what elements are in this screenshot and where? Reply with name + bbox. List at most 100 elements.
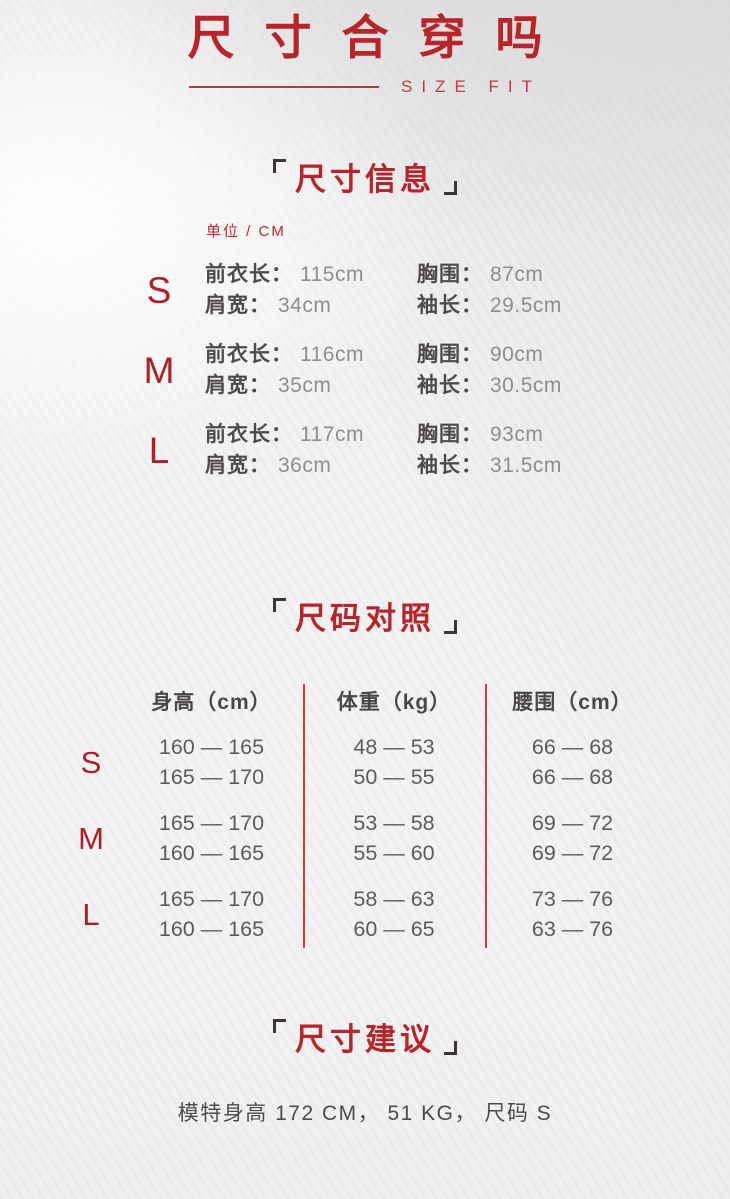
measure-line: 前衣长： 117cm bbox=[205, 419, 400, 450]
range-value: 48 — 53 bbox=[353, 735, 435, 760]
size-chart-row-l: L 165 — 170 160 — 165 58 — 63 60 — 65 73… bbox=[62, 884, 662, 944]
measure-column: 前衣长： 115cm 肩宽： 34cm bbox=[205, 259, 400, 321]
measure-label: 前衣长： bbox=[205, 423, 293, 447]
corner-bracket-open-icon bbox=[273, 597, 286, 612]
measure-line: 袖长： 31.5cm bbox=[417, 450, 562, 481]
page-subtitle: SIZE FIT bbox=[401, 77, 541, 97]
measure-value: 34cm bbox=[278, 294, 332, 318]
measure-column: 胸围： 90cm 袖长： 30.5cm bbox=[417, 339, 562, 401]
column-header-weight: 体重（kg） bbox=[336, 691, 452, 715]
measure-line: 袖长： 30.5cm bbox=[417, 370, 562, 401]
measure-label: 胸围： bbox=[417, 423, 483, 447]
measure-column: 胸围： 93cm 袖长： 31.5cm bbox=[417, 419, 562, 481]
measure-line: 前衣长： 116cm bbox=[205, 339, 400, 370]
height-range-cell: 165 — 170 160 — 165 bbox=[120, 808, 303, 868]
range-value: 160 — 165 bbox=[158, 917, 265, 942]
measure-line: 胸围： 87cm bbox=[417, 259, 562, 290]
height-range-cell: 165 — 170 160 — 165 bbox=[120, 884, 303, 944]
size-label: M bbox=[78, 820, 104, 856]
range-value: 50 — 55 bbox=[353, 765, 435, 790]
measure-line: 前衣长： 115cm bbox=[205, 259, 400, 290]
size-info-rows: S 前衣长： 115cm 肩宽： 34cm 胸围： 87cm bbox=[0, 259, 730, 481]
measure-label: 胸围： bbox=[417, 343, 483, 367]
size-label: L bbox=[148, 429, 170, 471]
size-chart-row-m: M 165 — 170 160 — 165 53 — 58 55 — 60 69… bbox=[62, 808, 662, 868]
measure-value: 116cm bbox=[300, 343, 364, 367]
measure-value: 93cm bbox=[490, 423, 544, 447]
title-subrow: SIZE FIT bbox=[189, 77, 541, 97]
size-label: L bbox=[82, 896, 100, 932]
range-value: 66 — 68 bbox=[531, 765, 614, 790]
waist-range-cell: 69 — 72 69 — 72 bbox=[485, 808, 660, 868]
range-value: 165 — 170 bbox=[158, 811, 265, 836]
size-label: S bbox=[80, 744, 102, 780]
range-value: 66 — 68 bbox=[531, 735, 614, 760]
measure-value: 31.5cm bbox=[490, 454, 562, 478]
size-chart-row-s: S 160 — 165 165 — 170 48 — 53 50 — 55 66… bbox=[62, 732, 662, 792]
measure-column: 前衣长： 116cm 肩宽： 35cm bbox=[205, 339, 400, 401]
column-divider bbox=[303, 684, 305, 949]
measure-label: 肩宽： bbox=[205, 294, 271, 318]
measure-value: 29.5cm bbox=[490, 294, 562, 318]
size-chart-table: 身高（cm） 体重（kg） 腰围（cm） S 160 — 165 165 — 1… bbox=[62, 682, 662, 950]
measure-column: 前衣长： 117cm 肩宽： 36cm bbox=[205, 419, 400, 481]
size-label: S bbox=[146, 269, 172, 311]
measure-label: 胸围： bbox=[417, 263, 483, 287]
column-divider bbox=[485, 684, 487, 949]
range-value: 165 — 170 bbox=[158, 887, 265, 912]
range-value: 60 — 65 bbox=[353, 917, 435, 942]
measure-line: 胸围： 90cm bbox=[417, 339, 562, 370]
measure-label: 前衣长： bbox=[205, 263, 293, 287]
size-advice-heading-text: 尺寸建议 bbox=[295, 1022, 435, 1058]
section-size-advice: 尺寸建议 模特身高 172 CM， 51 KG， 尺码 S bbox=[0, 1014, 730, 1127]
range-value: 73 — 76 bbox=[531, 887, 614, 912]
page-title: 尺寸合穿吗 bbox=[187, 11, 573, 64]
size-chart-header-row: 身高（cm） 体重（kg） 腰围（cm） bbox=[62, 686, 662, 716]
weight-range-cell: 48 — 53 50 — 55 bbox=[303, 732, 485, 792]
weight-range-cell: 53 — 58 55 — 60 bbox=[303, 808, 485, 868]
range-value: 160 — 165 bbox=[158, 841, 265, 866]
range-value: 160 — 165 bbox=[158, 735, 265, 760]
size-info-row-l: L 前衣长： 117cm 肩宽： 36cm 胸围： 93cm bbox=[0, 419, 730, 481]
measure-value: 36cm bbox=[278, 454, 332, 478]
section-size-info: 尺寸信息 单位 / CM S 前衣长： 115cm 肩宽： 34cm bbox=[0, 154, 730, 481]
measure-line: 肩宽： 36cm bbox=[205, 450, 400, 481]
size-info-heading: 尺寸信息 bbox=[0, 154, 730, 199]
measure-label: 肩宽： bbox=[205, 454, 271, 478]
measure-value: 115cm bbox=[300, 263, 364, 287]
corner-bracket-open-icon bbox=[273, 1018, 286, 1033]
measure-label: 袖长： bbox=[417, 374, 483, 398]
measure-label: 袖长： bbox=[417, 294, 483, 318]
range-value: 53 — 58 bbox=[353, 811, 435, 836]
measure-value: 30.5cm bbox=[490, 374, 562, 398]
model-size-note: 模特身高 172 CM， 51 KG， 尺码 S bbox=[177, 1102, 553, 1126]
range-value: 69 — 72 bbox=[531, 811, 614, 836]
measure-column: 胸围： 87cm 袖长： 29.5cm bbox=[417, 259, 562, 321]
corner-bracket-close-icon bbox=[444, 619, 457, 634]
corner-bracket-close-icon bbox=[444, 1040, 457, 1055]
measure-line: 胸围： 93cm bbox=[417, 419, 562, 450]
column-header-height: 身高（cm） bbox=[151, 691, 272, 715]
measure-value: 117cm bbox=[300, 423, 364, 447]
size-info-row-s: S 前衣长： 115cm 肩宽： 34cm 胸围： 87cm bbox=[0, 259, 730, 321]
measure-value: 87cm bbox=[490, 263, 544, 287]
range-value: 55 — 60 bbox=[353, 841, 435, 866]
range-value: 58 — 63 bbox=[353, 887, 435, 912]
measure-value: 90cm bbox=[490, 343, 544, 367]
height-range-cell: 160 — 165 165 — 170 bbox=[120, 732, 303, 792]
measure-line: 肩宽： 35cm bbox=[205, 370, 400, 401]
range-value: 165 — 170 bbox=[158, 765, 265, 790]
range-value: 63 — 76 bbox=[531, 917, 614, 942]
size-info-row-m: M 前衣长： 116cm 肩宽： 35cm 胸围： 90cm bbox=[0, 339, 730, 401]
weight-range-cell: 58 — 63 60 — 65 bbox=[303, 884, 485, 944]
section-size-chart: 尺码对照 身高（cm） 体重（kg） 腰围（cm） S 160 — 165 16… bbox=[0, 593, 730, 950]
column-header-waist: 腰围（cm） bbox=[512, 691, 633, 715]
size-label: M bbox=[143, 349, 175, 391]
corner-bracket-open-icon bbox=[273, 158, 286, 173]
corner-bracket-close-icon bbox=[444, 180, 457, 195]
size-info-heading-text: 尺寸信息 bbox=[295, 162, 435, 198]
measure-line: 肩宽： 34cm bbox=[205, 290, 400, 321]
size-advice-heading: 尺寸建议 bbox=[0, 1014, 730, 1059]
size-chart-heading: 尺码对照 bbox=[0, 593, 730, 638]
